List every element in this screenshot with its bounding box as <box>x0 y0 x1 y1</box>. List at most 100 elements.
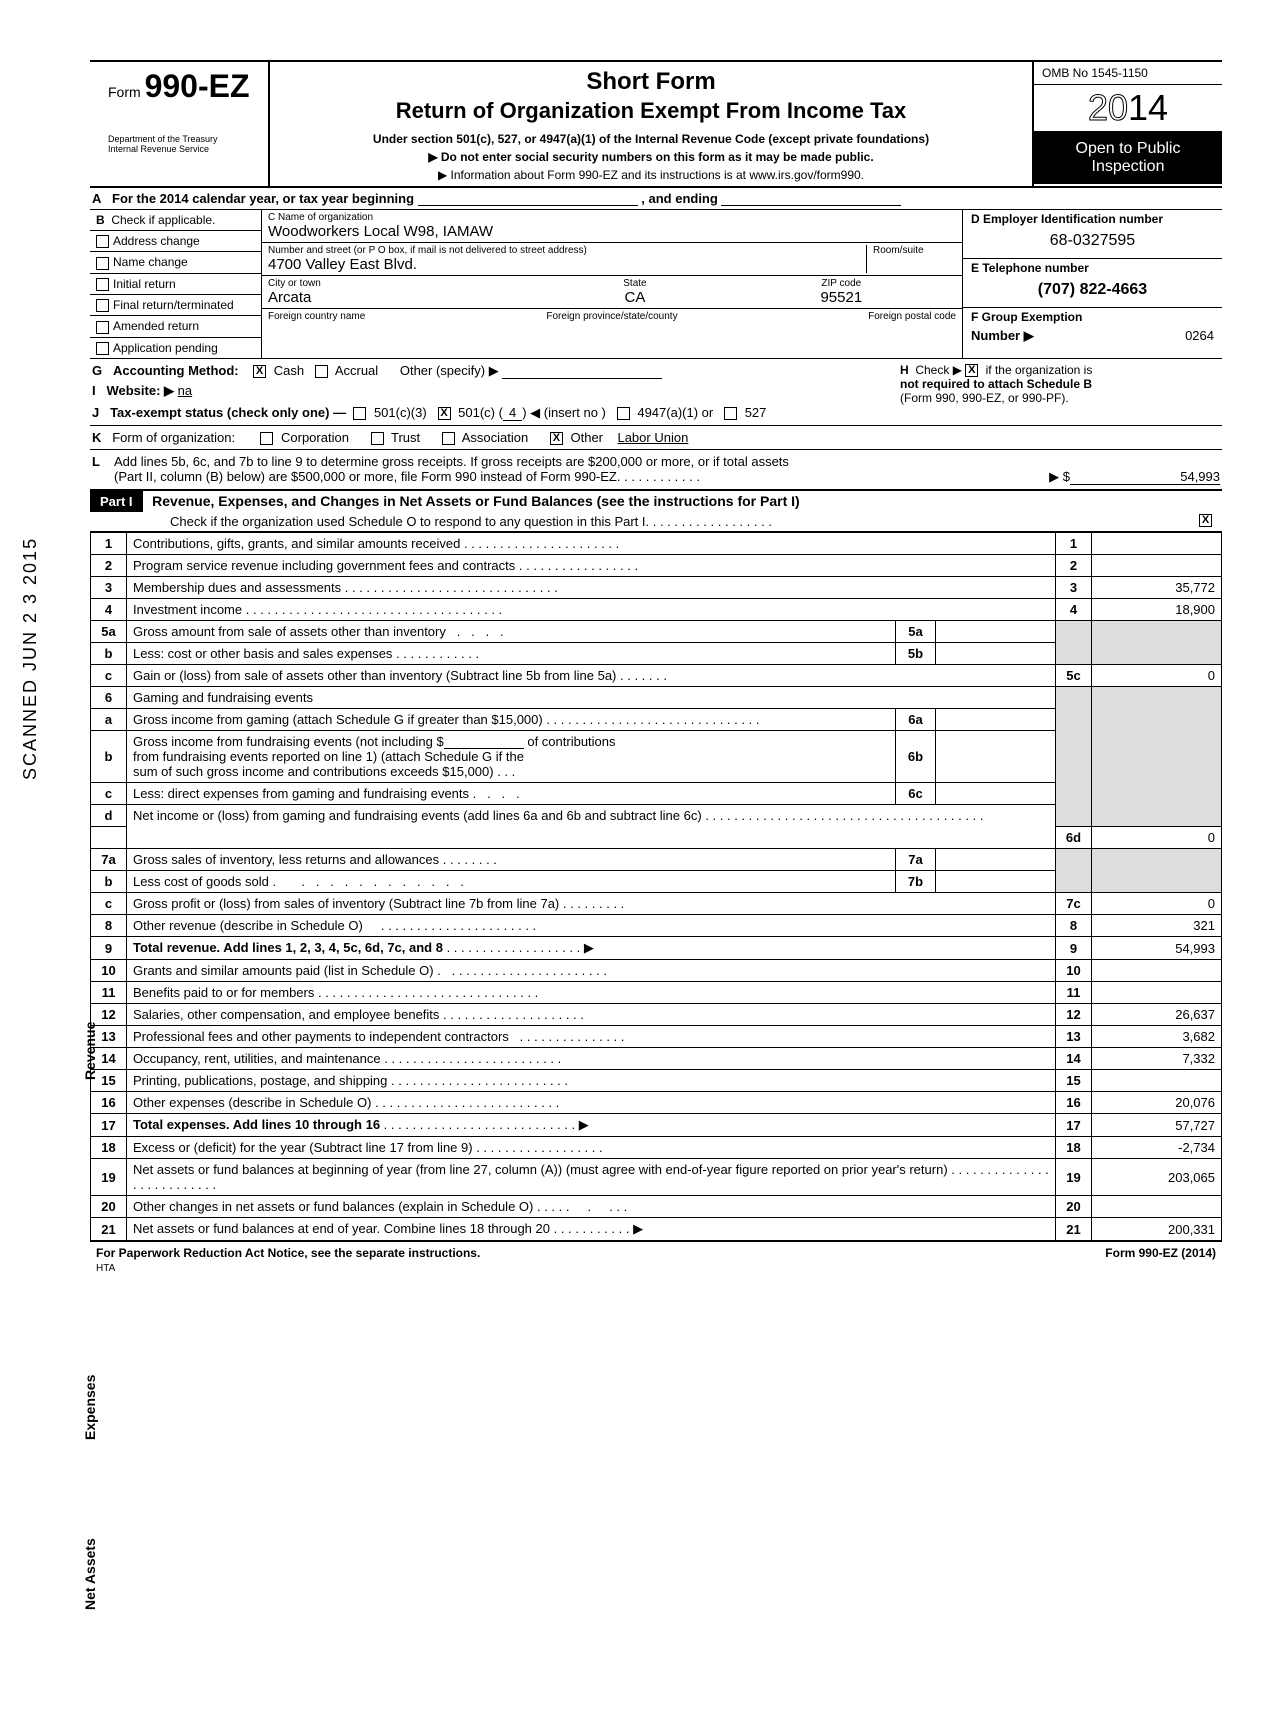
line-3: 3Membership dues and assessments . . . .… <box>91 577 1222 599</box>
line-6d-spacer: dNet income or (loss) from gaming and fu… <box>91 805 1222 827</box>
cb-other-org[interactable]: X <box>550 432 563 445</box>
line-a: A For the 2014 calendar year, or tax yea… <box>90 188 1222 210</box>
line-4: 4Investment income . . . . . . . . . . .… <box>91 599 1222 621</box>
other-org-type: Labor Union <box>617 430 688 445</box>
cb-association[interactable] <box>442 432 455 445</box>
open-public-1: Open to Public <box>1038 140 1218 158</box>
form-header: Form 990-EZ Department of the Treasury I… <box>90 60 1222 188</box>
line-6d: 6d0 <box>91 827 1222 849</box>
form-name-footer: Form 990-EZ (2014) <box>1105 1246 1216 1260</box>
line-14: 14Occupancy, rent, utilities, and mainte… <box>91 1048 1222 1070</box>
501c-number: 4 <box>503 405 522 421</box>
dept-irs: Internal Revenue Service <box>108 145 268 155</box>
cb-app-pending[interactable] <box>96 342 109 355</box>
line-2: 2Program service revenue including gover… <box>91 555 1222 577</box>
hta: HTA <box>96 1263 115 1274</box>
tax-year-end[interactable] <box>721 192 901 206</box>
cb-address-change[interactable] <box>96 235 109 248</box>
cb-501c[interactable]: X <box>438 407 451 420</box>
line-12: 12Salaries, other compensation, and empl… <box>91 1004 1222 1026</box>
line-l: L Add lines 5b, 6c, and 7b to line 9 to … <box>90 450 1222 489</box>
check-if-applicable: Check if applicable. <box>111 213 215 227</box>
address-block: B Check if applicable. Address change Na… <box>90 210 1222 359</box>
street-address: 4700 Valley East Blvd. <box>268 256 866 273</box>
group-exemption-number: 0264 <box>1185 328 1214 344</box>
cb-4947[interactable] <box>617 407 630 420</box>
calendar-text: For the 2014 calendar year, or tax year … <box>112 191 414 206</box>
open-public-2: Inspection <box>1038 158 1218 176</box>
subtitle: Under section 501(c), 527, or 4947(a)(1)… <box>280 132 1022 146</box>
line-k: K Form of organization: Corporation Trus… <box>90 426 1222 450</box>
line-10: 10Grants and similar amounts paid (list … <box>91 960 1222 982</box>
zip: 95521 <box>727 289 956 306</box>
cb-schedule-b[interactable]: X <box>965 364 978 377</box>
website: na <box>178 383 192 398</box>
label-telephone: E Telephone number <box>971 261 1214 275</box>
expenses-label: Expenses <box>82 1375 98 1440</box>
line-g-h: G Accounting Method: X Cash Accrual Othe… <box>90 359 1222 426</box>
label-room: Room/suite <box>873 245 956 256</box>
line-9: 9Total revenue. Add lines 1, 2, 3, 4, 5c… <box>91 937 1222 960</box>
cb-trust[interactable] <box>371 432 384 445</box>
tax-year: 2014 <box>1034 85 1222 132</box>
state: CA <box>543 289 726 306</box>
line-15: 15Printing, publications, postage, and s… <box>91 1070 1222 1092</box>
label-org-name: C Name of organization <box>268 212 956 223</box>
cb-amended[interactable] <box>96 321 109 334</box>
scanned-stamp: SCANNED JUN 2 3 2015 <box>20 537 41 780</box>
form-prefix: Form <box>108 84 141 100</box>
part1-header: Part I Revenue, Expenses, and Changes in… <box>90 489 1222 532</box>
line-1: 1Contributions, gifts, grants, and simil… <box>91 533 1222 555</box>
short-form-title: Short Form <box>280 68 1022 96</box>
cb-accrual[interactable] <box>315 365 328 378</box>
cb-schedule-o[interactable]: X <box>1199 514 1212 527</box>
omb-number: OMB No 1545-1150 <box>1034 62 1222 85</box>
cb-final-return[interactable] <box>96 299 109 312</box>
line-5b: bLess: cost or other basis and sales exp… <box>91 643 1222 665</box>
gross-receipts: 54,993 <box>1070 469 1220 485</box>
label-street: Number and street (or P O box, if mail i… <box>268 245 866 256</box>
line-5a: 5aGross amount from sale of assets other… <box>91 621 1222 643</box>
line-6: 6Gaming and fundraising events <box>91 687 1222 709</box>
form-number: 990-EZ <box>145 68 250 104</box>
paperwork-notice: For Paperwork Reduction Act Notice, see … <box>96 1246 480 1260</box>
line-7c: cGross profit or (loss) from sales of in… <box>91 893 1222 915</box>
org-name: Woodworkers Local W98, IAMAW <box>268 223 956 240</box>
line-18: 18Excess or (deficit) for the year (Subt… <box>91 1137 1222 1159</box>
info-link: ▶ Information about Form 990-EZ and its … <box>280 168 1022 182</box>
line-6b: bGross income from fundraising events (n… <box>91 731 1222 783</box>
line-6c: cLess: direct expenses from gaming and f… <box>91 783 1222 805</box>
netassets-label: Net Assets <box>82 1538 98 1610</box>
tax-year-begin[interactable] <box>418 192 638 206</box>
city: Arcata <box>268 289 543 306</box>
line-20: 20Other changes in net assets or fund ba… <box>91 1196 1222 1218</box>
revenue-label: Revenue <box>82 1022 98 1080</box>
line-5c: cGain or (loss) from sale of assets othe… <box>91 665 1222 687</box>
form-page: SCANNED JUN 2 3 2015 Revenue Expenses Ne… <box>30 60 1222 1274</box>
footer: For Paperwork Reduction Act Notice, see … <box>90 1246 1222 1274</box>
cb-name-change[interactable] <box>96 257 109 270</box>
line-17: 17Total expenses. Add lines 10 through 1… <box>91 1114 1222 1137</box>
lines-table: 1Contributions, gifts, grants, and simil… <box>90 532 1222 1242</box>
cb-initial-return[interactable] <box>96 278 109 291</box>
label-group-exemption: F Group Exemption <box>971 310 1214 324</box>
cb-corporation[interactable] <box>260 432 273 445</box>
line-11: 11Benefits paid to or for members . . . … <box>91 982 1222 1004</box>
cb-527[interactable] <box>724 407 737 420</box>
cb-501c3[interactable] <box>353 407 366 420</box>
line-7b: bLess cost of goods sold . . . . . . . .… <box>91 871 1222 893</box>
ssn-warning: ▶ Do not enter social security numbers o… <box>280 150 1022 164</box>
cb-cash[interactable]: X <box>253 365 266 378</box>
line-8: 8Other revenue (describe in Schedule O) … <box>91 915 1222 937</box>
other-method[interactable] <box>502 365 662 379</box>
label-ein: D Employer Identification number <box>971 212 1214 226</box>
line-6a: aGross income from gaming (attach Schedu… <box>91 709 1222 731</box>
telephone: (707) 822-4663 <box>971 275 1214 305</box>
ending-text: , and ending <box>641 191 718 206</box>
line-19: 19Net assets or fund balances at beginni… <box>91 1159 1222 1196</box>
line-21: 21Net assets or fund balances at end of … <box>91 1218 1222 1242</box>
return-title: Return of Organization Exempt From Incom… <box>280 98 1022 124</box>
ein: 68-0327595 <box>971 226 1214 256</box>
line-13: 13Professional fees and other payments t… <box>91 1026 1222 1048</box>
line-7a: 7aGross sales of inventory, less returns… <box>91 849 1222 871</box>
